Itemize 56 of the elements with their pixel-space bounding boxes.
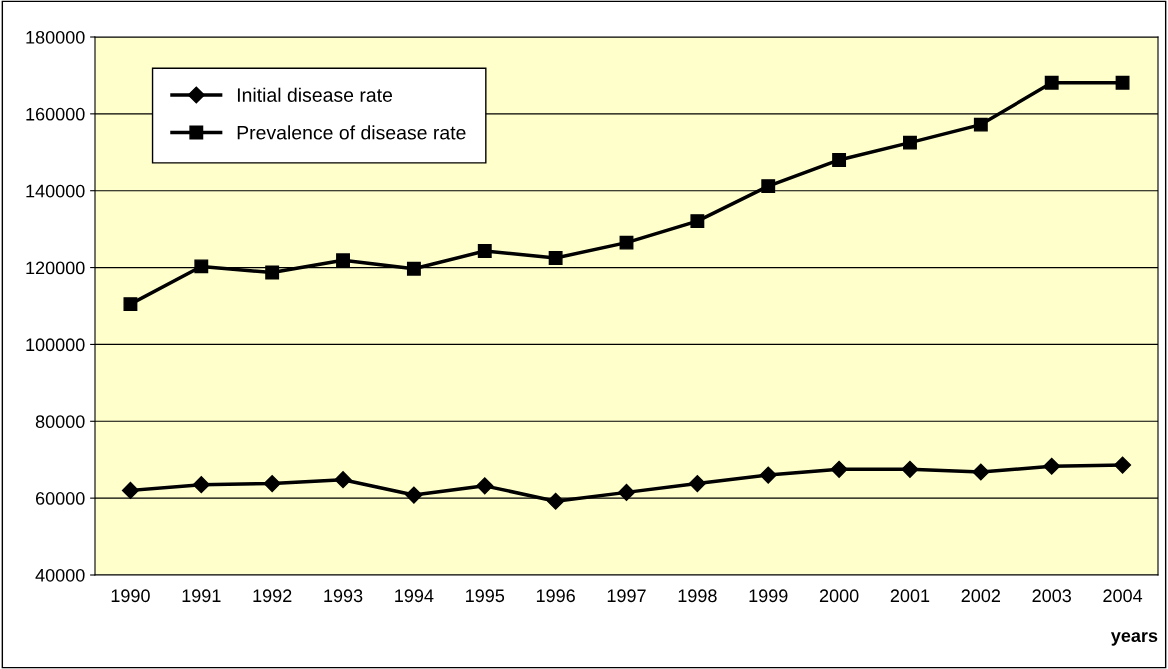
point xyxy=(476,477,494,495)
x-tick-label: 1994 xyxy=(395,589,434,603)
point xyxy=(690,214,705,229)
point xyxy=(903,135,917,150)
x-axis-title: years xyxy=(1110,632,1158,646)
point xyxy=(1044,75,1059,90)
point xyxy=(761,179,776,194)
y-tick-label: 160000 xyxy=(26,107,85,121)
x-tick-label: 2003 xyxy=(1032,589,1071,603)
x-tick-label: 2004 xyxy=(1103,589,1143,603)
x-tick-label: 1996 xyxy=(536,589,575,603)
y-tick-label: 80000 xyxy=(35,415,85,429)
point xyxy=(123,297,138,312)
point xyxy=(973,117,988,132)
point xyxy=(548,251,563,265)
point xyxy=(1115,75,1130,90)
point xyxy=(336,253,350,268)
y-tick-label: 140000 xyxy=(26,184,85,198)
point xyxy=(688,474,706,493)
x-tick-label: 1998 xyxy=(678,589,717,603)
x-tick-label: 2001 xyxy=(890,589,930,603)
point xyxy=(1114,456,1132,474)
y-tick-label: 100000 xyxy=(26,338,85,352)
x-tick-label: 1990 xyxy=(111,589,150,603)
x-tick-label: 2000 xyxy=(819,589,859,603)
point xyxy=(265,265,280,280)
point xyxy=(1043,457,1061,475)
point xyxy=(406,261,421,276)
y-tick-label: 120000 xyxy=(26,261,85,275)
point xyxy=(830,460,848,478)
point xyxy=(901,460,919,478)
y-tick-label: 40000 xyxy=(35,568,85,582)
x-tick-label: 2002 xyxy=(961,589,1001,603)
legend-label: Prevalence of disease rate xyxy=(237,125,466,140)
y-tick-label: 180000 xyxy=(26,30,85,44)
point xyxy=(759,466,777,484)
point xyxy=(547,492,565,510)
y-tick-label: 60000 xyxy=(35,492,85,505)
point xyxy=(972,463,990,481)
point xyxy=(192,476,210,494)
x-tick-label: 1999 xyxy=(749,589,788,603)
x-tick-label: 1992 xyxy=(253,589,292,603)
point xyxy=(832,153,847,167)
point xyxy=(477,244,492,258)
x-tick-label: 1997 xyxy=(607,589,646,603)
x-tick-label: 1991 xyxy=(182,589,221,603)
point xyxy=(263,474,281,493)
legend-label: Initial disease rate xyxy=(237,87,393,102)
point xyxy=(121,481,139,500)
point xyxy=(619,235,634,250)
point xyxy=(334,471,352,489)
x-tick-label: 1993 xyxy=(324,589,363,603)
point xyxy=(617,483,636,501)
x-tick-label: 1995 xyxy=(466,589,505,603)
point xyxy=(194,259,209,274)
point xyxy=(405,486,423,504)
